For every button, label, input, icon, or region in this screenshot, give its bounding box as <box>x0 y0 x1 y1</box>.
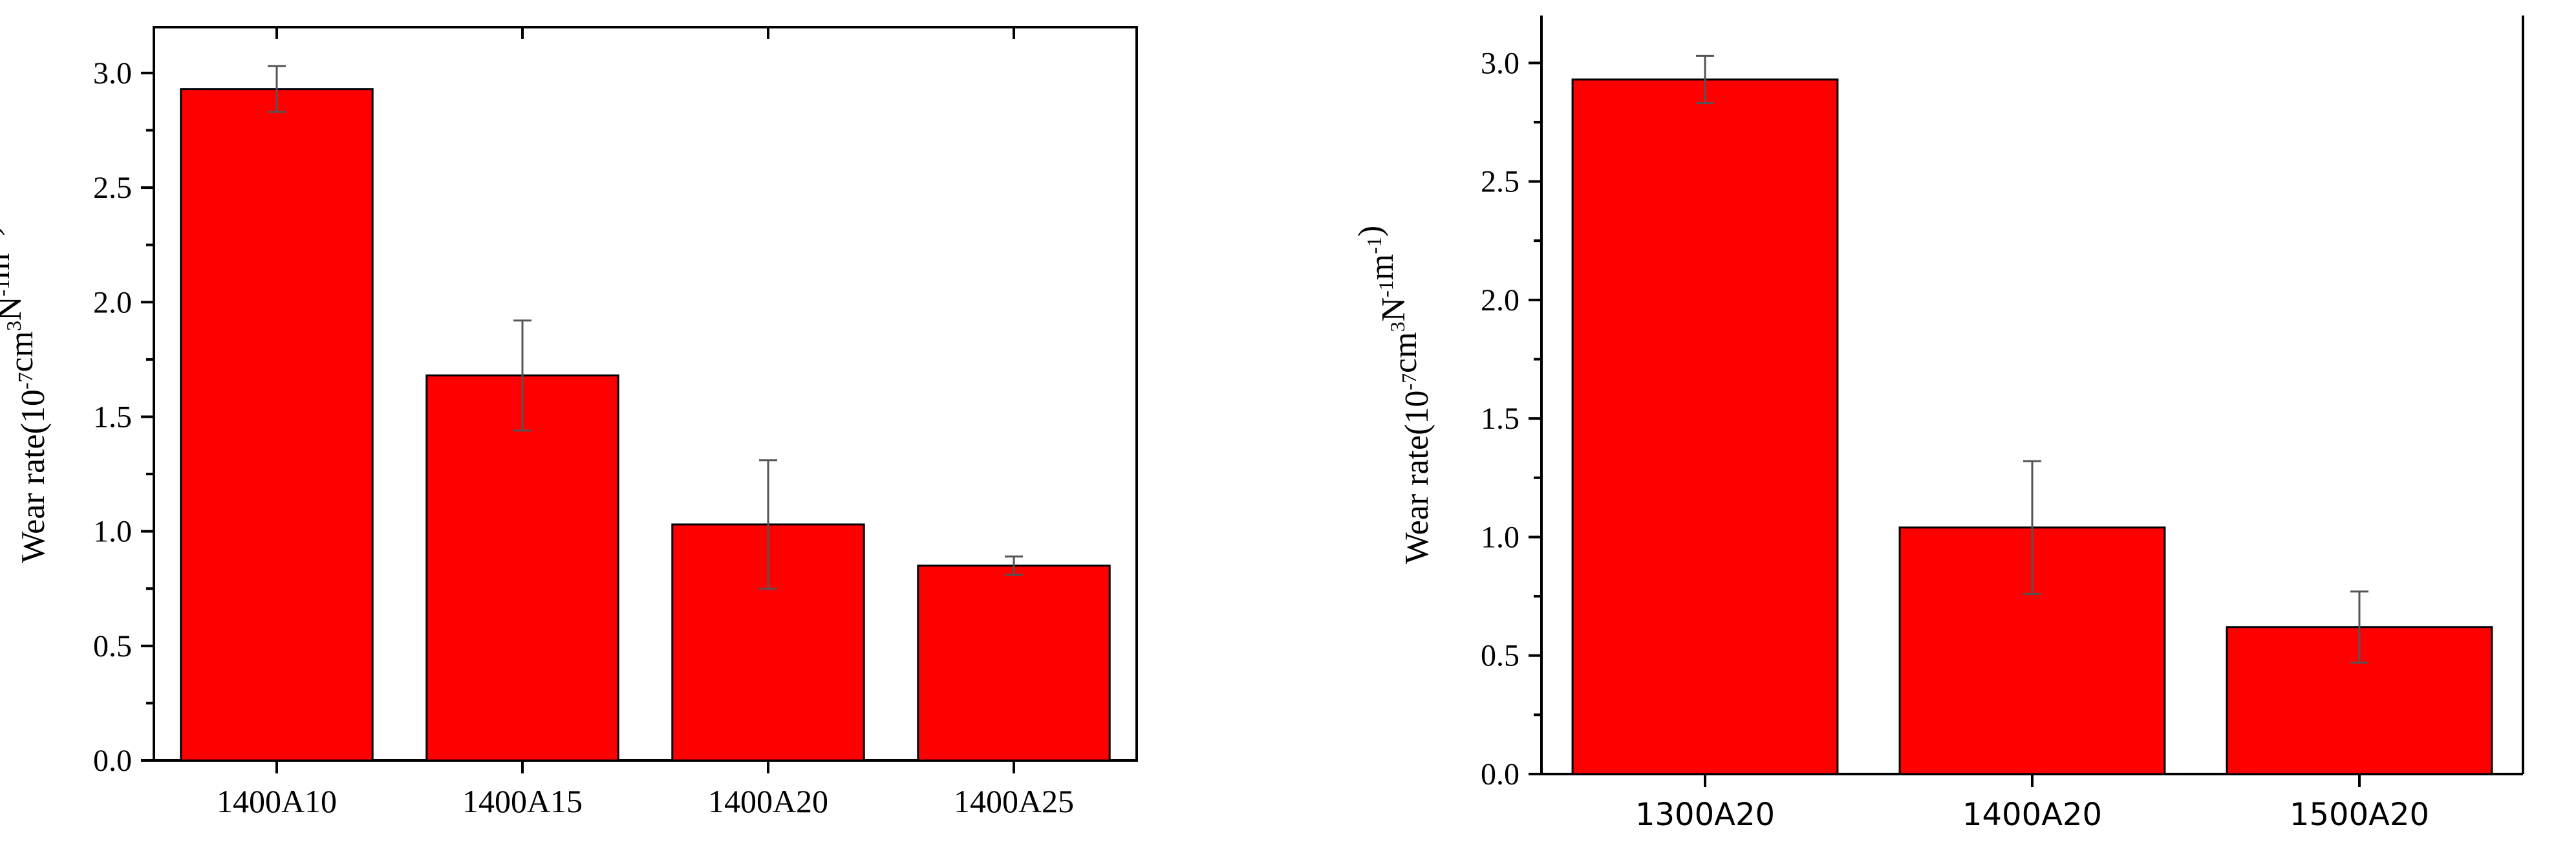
y-tick-label: 0.0 <box>93 744 132 778</box>
plot-frame <box>153 26 1138 762</box>
bar-1400A10 <box>180 88 374 762</box>
x-tick-label: 1400A25 <box>954 783 1074 819</box>
y-tick-label: 2.5 <box>1481 165 1519 199</box>
y-tick-label: 1.0 <box>1481 520 1519 554</box>
y-tick-label: 2.0 <box>93 285 132 319</box>
y-tick-label: 0.5 <box>1481 639 1519 673</box>
y-tick-label: 1.0 <box>93 515 132 549</box>
error-bar-1400A20 <box>2023 460 2041 595</box>
y-tick-label: 2.5 <box>93 171 132 205</box>
x-tick-label: 1300A20 <box>1635 797 1775 833</box>
chart-right: 0.0 0.5 1.0 1.5 2.0 2.5 3.0 1300A20 1400A20 1500A… <box>1352 16 2524 833</box>
error-bar-1400A10 <box>268 65 286 113</box>
y-axis-label: Wear rate(10-7cm3N-1m-1) <box>1352 226 1435 564</box>
error-bar-1400A20 <box>759 459 777 590</box>
error-bar-1400A15 <box>513 319 531 432</box>
chart-left: 0.0 0.5 1.0 1.5 2.0 2.5 3.0 1400A10 1400A15 1400A… <box>0 26 1138 819</box>
x-tick-label: 1400A15 <box>462 783 583 819</box>
bar-1300A20 <box>1571 78 1839 775</box>
y-tick-label: 3.0 <box>93 56 132 91</box>
error-bar-1500A20 <box>2350 590 2368 664</box>
y-tick-label: 1.5 <box>93 400 132 434</box>
y-tick-label: 3.0 <box>1481 46 1519 80</box>
y-tick-label: 0.5 <box>93 629 132 663</box>
y-tick-label: 1.5 <box>1481 402 1519 436</box>
error-bar-1300A20 <box>1696 54 1714 105</box>
bar-1400A15 <box>425 374 619 762</box>
y-tick-label: 0.0 <box>1481 757 1519 792</box>
y-axis-label: Wear rate(10-7cm3N-1m-1) <box>0 224 52 563</box>
x-tick-label: 1500A20 <box>2290 797 2429 833</box>
x-tick-label: 1400A20 <box>1962 797 2102 833</box>
x-tick-label: 1400A20 <box>708 783 828 819</box>
error-bar-1400A25 <box>1005 555 1023 576</box>
x-tick-label: 1400A10 <box>217 783 337 819</box>
y-tick-label: 2.0 <box>1481 283 1519 318</box>
bar-1400A25 <box>917 565 1111 762</box>
